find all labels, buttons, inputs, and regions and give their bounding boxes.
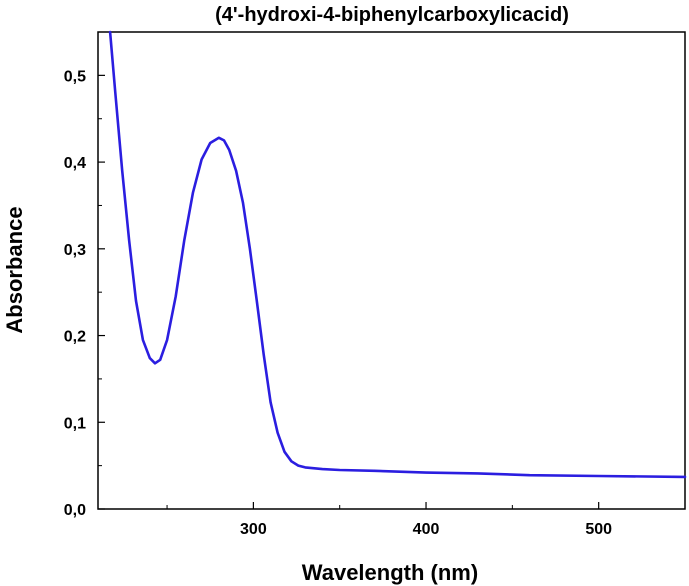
y-tick-label: 0,1 bbox=[64, 415, 86, 432]
y-axis-label: Absorbance bbox=[2, 206, 27, 333]
absorbance-line bbox=[108, 30, 687, 479]
x-tick-label: 500 bbox=[585, 521, 612, 538]
chart-title: (4'-hydroxi-4-biphenylcarboxylicacid) bbox=[215, 4, 569, 26]
x-axis-label: Wavelength (nm) bbox=[302, 560, 478, 585]
plot-frame bbox=[97, 31, 686, 510]
data-series bbox=[108, 30, 687, 479]
axis-ticks: 0,0 0,1 0,2 0,3 0,4 0,5 300 400 500 bbox=[64, 31, 612, 538]
y-tick-label: 0,5 bbox=[64, 68, 86, 85]
y-tick-label: 0,4 bbox=[64, 155, 86, 172]
y-tick-label: 0,2 bbox=[64, 329, 86, 346]
y-tick-label: 0,0 bbox=[64, 502, 86, 519]
x-tick-label: 300 bbox=[240, 521, 267, 538]
y-tick-label: 0,3 bbox=[64, 242, 86, 259]
x-tick-label: 400 bbox=[413, 521, 440, 538]
